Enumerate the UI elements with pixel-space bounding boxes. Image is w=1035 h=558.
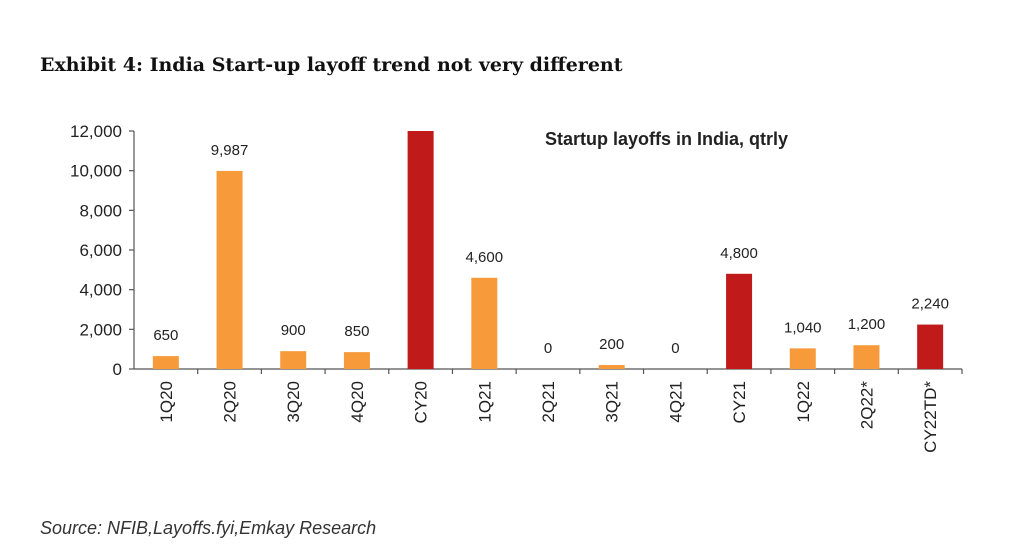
bar-1q20 bbox=[152, 356, 179, 369]
y-axis: 0 2,000 4,000 6,000 8,000 10,000 12,000 bbox=[70, 122, 135, 379]
bars bbox=[152, 131, 944, 369]
bar-cy21 bbox=[726, 273, 753, 369]
data-label: 1,200 bbox=[848, 316, 886, 333]
bar-2q22 bbox=[853, 345, 880, 369]
bar-3q21 bbox=[598, 365, 625, 369]
x-tick-label: 4Q20 bbox=[348, 381, 367, 423]
bar-cy20 bbox=[407, 131, 434, 369]
data-label: 200 bbox=[599, 336, 624, 353]
y-tick-label: 12,000 bbox=[70, 122, 122, 141]
y-tick-label: 2,000 bbox=[79, 320, 122, 339]
x-tick-label: CY20 bbox=[412, 381, 431, 424]
bar-2q20 bbox=[216, 170, 243, 369]
y-tick-label: 0 bbox=[113, 360, 122, 379]
data-label: 850 bbox=[344, 323, 369, 340]
bar-3q20 bbox=[280, 351, 307, 369]
data-label: 900 bbox=[281, 322, 306, 339]
chart-title: Startup layoffs in India, qtrly bbox=[545, 129, 788, 149]
y-tick-label: 8,000 bbox=[79, 201, 122, 220]
data-label: 1,040 bbox=[784, 319, 822, 336]
bar-chart: Startup layoffs in India, qtrly 0 2,000 4,… bbox=[70, 122, 963, 453]
x-tick-label: CY22TD* bbox=[921, 381, 940, 453]
data-label: 0 bbox=[544, 340, 552, 357]
x-tick-label: 1Q22 bbox=[794, 381, 813, 423]
data-label: 9,987 bbox=[211, 142, 249, 159]
data-label: 650 bbox=[153, 327, 178, 344]
x-tick-label: 1Q20 bbox=[157, 381, 176, 423]
bar-4q20 bbox=[343, 352, 370, 369]
x-axis: 1Q20 2Q20 3Q20 4Q20 CY20 1Q21 2Q21 3Q21 4Q21 CY21… bbox=[134, 368, 963, 453]
x-tick-label: 2Q20 bbox=[221, 381, 240, 423]
data-label: 4,600 bbox=[466, 249, 504, 266]
y-tick-label: 6,000 bbox=[79, 241, 122, 260]
x-tick-label: 4Q21 bbox=[666, 381, 685, 423]
data-labels: 650 9,987 900 850 4,600 0 200 0 4,800 1,040 1,200 2… bbox=[153, 142, 949, 357]
x-tick-label: 3Q21 bbox=[603, 381, 622, 423]
y-tick-label: 10,000 bbox=[70, 162, 122, 181]
x-tick-label: 2Q21 bbox=[539, 381, 558, 423]
x-tick-label: 3Q20 bbox=[284, 381, 303, 423]
bar-1q22 bbox=[789, 348, 816, 369]
x-tick-label: CY21 bbox=[730, 381, 749, 424]
y-tick-label: 4,000 bbox=[79, 281, 122, 300]
source-note: Source: NFIB,Layoffs.fyi,Emkay Research bbox=[40, 518, 377, 538]
data-label: 2,240 bbox=[911, 296, 949, 313]
x-tick-label: 2Q22* bbox=[857, 381, 876, 430]
data-label: 4,800 bbox=[720, 245, 758, 262]
data-label: 0 bbox=[671, 340, 679, 357]
exhibit-title: Exhibit 4: India Start-up layoff trend n… bbox=[40, 54, 623, 76]
x-tick-label: 1Q21 bbox=[475, 381, 494, 423]
bar-1q21 bbox=[471, 277, 498, 369]
bar-cy22td bbox=[917, 324, 944, 369]
